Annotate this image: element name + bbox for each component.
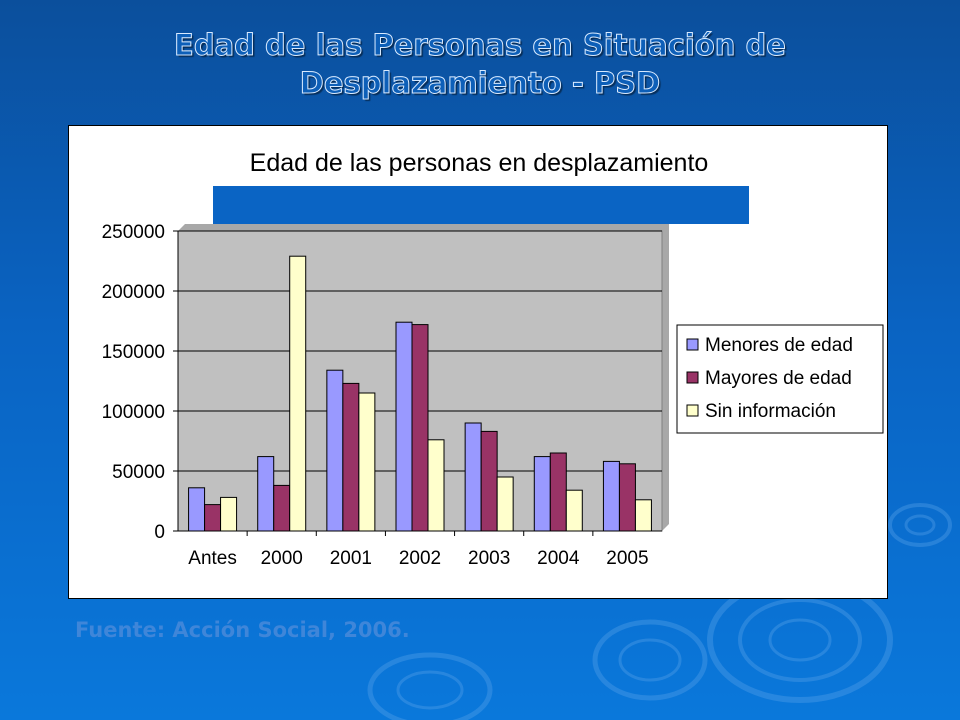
y-tick-label: 150000 (102, 342, 165, 363)
bar-menores-de-edad-2004 (533, 456, 551, 532)
bar-sin-informaci-n-2001 (358, 392, 376, 532)
bar-menores-de-edad-2001 (326, 369, 344, 532)
x-tick-label: 2000 (261, 548, 303, 569)
bar-sin-informaci-n-2000 (289, 255, 307, 532)
bar-mayores-de-edad-2005 (618, 463, 636, 532)
bar-sin-informaci-n-antes (220, 496, 238, 532)
bar-menores-de-edad-2005 (602, 460, 620, 532)
bar-menores-de-edad-2002 (395, 321, 413, 532)
bar-chart: Edad de las personas en desplazamiento 0… (102, 149, 884, 569)
bar-sin-informaci-n-2005 (634, 499, 652, 532)
bar-mayores-de-edad-antes (204, 504, 222, 532)
bar-sin-informaci-n-2004 (565, 489, 583, 532)
chart-title: Edad de las personas en desplazamiento (250, 149, 709, 177)
legend-swatch (686, 338, 699, 351)
y-tick-label: 100000 (102, 402, 165, 423)
x-tick-label: 2004 (537, 548, 580, 569)
bar-sin-informaci-n-2002 (427, 439, 445, 532)
bar-mayores-de-edad-2003 (480, 430, 498, 532)
slide-title-line-2: Desplazamiento - PSD (299, 66, 661, 101)
legend-label: Menores de edad (705, 335, 853, 356)
bar-menores-de-edad-2000 (257, 456, 275, 532)
bar-mayores-de-edad-2000 (273, 484, 291, 532)
slide-title-line-1: Edad de las Personas en Situación de (174, 28, 787, 63)
x-tick-label: 2002 (399, 548, 441, 569)
bar-mayores-de-edad-2001 (342, 382, 360, 532)
slide-title: Edad de las Personas en Situación de Des… (60, 26, 900, 102)
legend-box (676, 324, 884, 434)
x-tick-label: 2005 (606, 548, 648, 569)
bar-menores-de-edad-antes (188, 487, 206, 532)
y-tick-label: 200000 (102, 282, 165, 303)
bar-mayores-de-edad-2002 (411, 324, 429, 532)
bar-menores-de-edad-2003 (464, 422, 482, 532)
y-tick-label: 50000 (112, 462, 165, 483)
x-tick-label: 2003 (468, 548, 510, 569)
legend-label: Mayores de edad (705, 368, 852, 389)
bar-mayores-de-edad-2004 (549, 452, 567, 532)
chart-frame: Edad de las personas en desplazamiento 0… (68, 125, 888, 599)
legend-swatch (686, 371, 699, 384)
source-note: Fuente: Acción Social, 2006. (75, 618, 410, 642)
bar-sin-informaci-n-2003 (496, 476, 514, 532)
x-tick-label: Antes (188, 548, 237, 569)
x-tick-label: 2001 (330, 548, 372, 569)
y-tick-label: 0 (154, 522, 165, 543)
title-band (213, 186, 749, 224)
legend-label: Sin información (705, 401, 836, 422)
legend-swatch (686, 404, 699, 417)
y-tick-label: 250000 (102, 222, 165, 243)
